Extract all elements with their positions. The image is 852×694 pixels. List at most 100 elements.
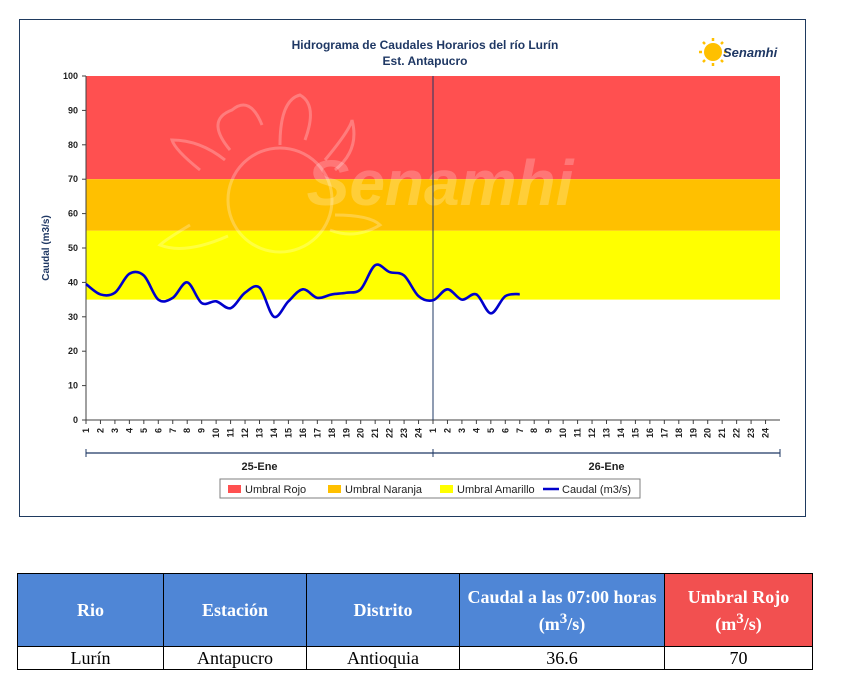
y-tick-label: 10	[68, 381, 78, 391]
header-caudal-label: Caudal a las 07:00 horas	[467, 586, 657, 607]
x-tick-label: 12	[587, 428, 597, 438]
x-tick-label: 10	[211, 428, 221, 438]
y-axis-label: Caudal (m3/s)	[41, 215, 52, 281]
watermark-text: Senamhi	[307, 147, 575, 219]
header-distrito: Distrito	[306, 573, 460, 647]
x-tick-label: 4	[124, 428, 134, 433]
logo-rays-icon	[699, 38, 727, 66]
watermark: Senamhi	[157, 93, 575, 254]
y-tick-label: 50	[68, 243, 78, 253]
x-tick-label: 1	[81, 428, 91, 433]
x-tick-label: 20	[703, 428, 713, 438]
cell-umbral: 70	[664, 646, 813, 670]
legend-label: Umbral Rojo	[245, 484, 306, 496]
x-tick-label: 3	[457, 428, 467, 433]
x-tick-label: 5	[139, 428, 149, 433]
table-header-row: Rio Estación Distrito Caudal a las 07:00…	[17, 573, 813, 647]
legend-label: Umbral Amarillo	[457, 484, 535, 496]
x-tick-label: 6	[500, 428, 510, 433]
x-tick-label: 18	[674, 428, 684, 438]
header-umbral-unit: (m3/s)	[715, 610, 762, 634]
header-umbral-rojo: Umbral Rojo (m3/s)	[664, 573, 813, 647]
x-tick-label: 18	[327, 428, 337, 438]
x-tick-label: 12	[240, 428, 250, 438]
x-tick-label: 2	[95, 428, 105, 433]
legend-swatch	[228, 485, 241, 493]
y-tick-label: 60	[68, 209, 78, 219]
x-tick-label: 16	[645, 428, 655, 438]
legend-label: Caudal (m3/s)	[562, 484, 631, 496]
x-tick-label: 8	[529, 428, 539, 433]
y-tick-label: 80	[68, 140, 78, 150]
x-tick-label: 23	[746, 428, 756, 438]
y-tick-label: 100	[63, 71, 78, 81]
y-tick-label: 20	[68, 346, 78, 356]
x-tick-label: 2	[442, 428, 452, 433]
x-tick-label: 6	[153, 428, 163, 433]
senamhi-logo: Senamhi	[699, 38, 778, 66]
legend: Umbral Rojo Umbral Naranja Umbral Amarillo…	[219, 478, 641, 499]
x-tick-label: 9	[197, 428, 207, 433]
x-tick-label: 10	[558, 428, 568, 438]
table-row: Lurín Antapucro Antioquia 36.6 70	[17, 646, 813, 670]
cell-estacion: Antapucro	[163, 646, 307, 670]
x-tick-label: 16	[298, 428, 308, 438]
logo-sun-icon	[704, 43, 722, 61]
x-tick-label: 15	[630, 428, 640, 438]
y-tick-label: 70	[68, 174, 78, 184]
cell-caudal: 36.6	[459, 646, 665, 670]
x-tick-label: 23	[399, 428, 409, 438]
x-tick-label: 8	[182, 428, 192, 433]
x-tick-label: 11	[573, 428, 583, 438]
x-tick-label: 21	[717, 428, 727, 438]
x-tick-label: 1	[428, 428, 438, 433]
day-label: 26-Ene	[588, 461, 624, 473]
header-caudal: Caudal a las 07:00 horas (m3/s)	[459, 573, 665, 647]
x-tick-label: 17	[312, 428, 322, 438]
x-tick-label: 24	[414, 428, 424, 438]
x-tick-label: 13	[255, 428, 265, 438]
legend-swatch	[328, 485, 341, 493]
header-umbral-label: Umbral Rojo	[687, 586, 790, 607]
x-tick-label: 3	[110, 428, 120, 433]
header-rio: Rio	[17, 573, 164, 647]
x-tick-label: 19	[688, 428, 698, 438]
y-tick-label: 40	[68, 277, 78, 287]
x-tick-label: 20	[356, 428, 366, 438]
x-tick-label: 24	[761, 428, 771, 438]
logo-text: Senamhi	[723, 45, 778, 60]
x-tick-label: 22	[385, 428, 395, 438]
header-caudal-unit: (m3/s)	[538, 610, 586, 634]
y-tick-label: 90	[68, 105, 78, 115]
x-tick-label: 14	[616, 428, 626, 438]
x-tick-label: 11	[226, 428, 236, 438]
header-estacion: Estación	[163, 573, 307, 647]
x-tick-label: 9	[544, 428, 554, 433]
x-tick-label: 14	[269, 428, 279, 438]
x-tick-label: 21	[370, 428, 380, 438]
legend-label: Umbral Naranja	[345, 484, 423, 496]
series-line-caudal	[85, 263, 520, 319]
x-tick-label: 22	[732, 428, 742, 438]
y-tick-label: 0	[73, 415, 78, 425]
y-tick-label: 30	[68, 312, 78, 322]
x-tick-label: 19	[341, 428, 351, 438]
station-table: Rio Estación Distrito Caudal a las 07:00…	[17, 573, 813, 670]
x-tick-label: 13	[602, 428, 612, 438]
watermark-sun-icon	[157, 93, 383, 254]
legend-swatch	[440, 485, 453, 493]
x-tick-label: 17	[659, 428, 669, 438]
x-tick-label: 4	[471, 428, 481, 433]
chart-subtitle: Est. Antapucro	[383, 54, 468, 68]
x-tick-label: 5	[486, 428, 496, 433]
cell-distrito: Antioquia	[306, 646, 460, 670]
day-labels: 25-Ene 26-Ene	[85, 449, 781, 473]
x-tick-label: 7	[168, 428, 178, 433]
x-tick-label: 15	[283, 428, 293, 438]
cell-rio: Lurín	[17, 646, 164, 670]
chart-title: Hidrograma de Caudales Horarios del río …	[292, 38, 559, 52]
x-tick-label: 7	[515, 428, 525, 433]
